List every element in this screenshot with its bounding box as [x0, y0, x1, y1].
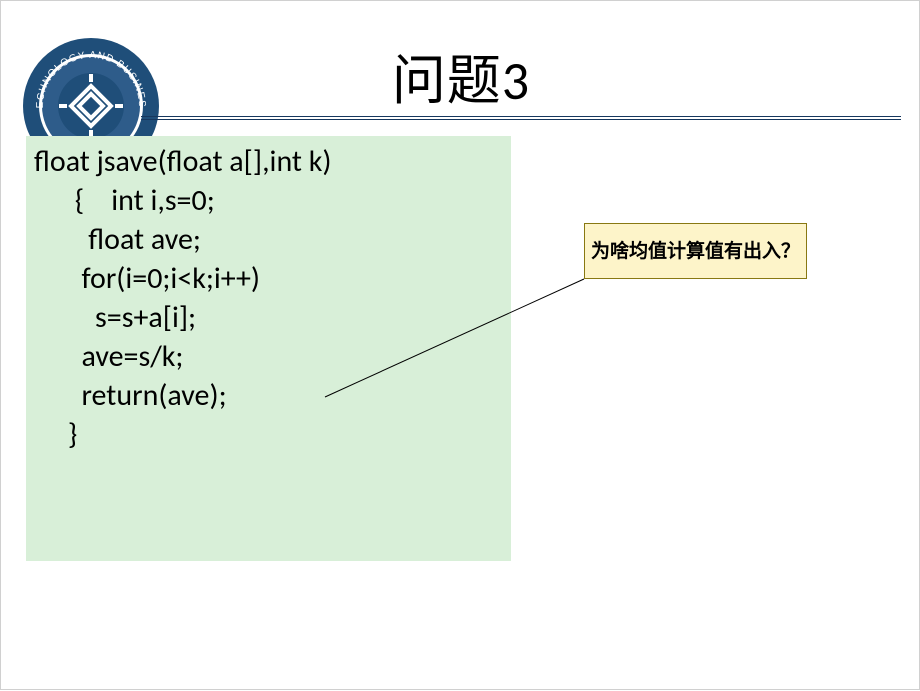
callout-box: 为啥均值计算值有出入？	[584, 223, 807, 279]
slide-title: 问题3	[1, 36, 920, 115]
slide: TECHNOLOGY AND BUSINESS 问题3 float jsave(…	[0, 0, 920, 690]
title-divider	[141, 116, 901, 120]
code-text: float jsave(float a[],int k) { int i,s=0…	[34, 142, 503, 454]
callout-text: 为啥均值计算值有出入？	[591, 240, 800, 263]
code-block: float jsave(float a[],int k) { int i,s=0…	[26, 136, 511, 561]
